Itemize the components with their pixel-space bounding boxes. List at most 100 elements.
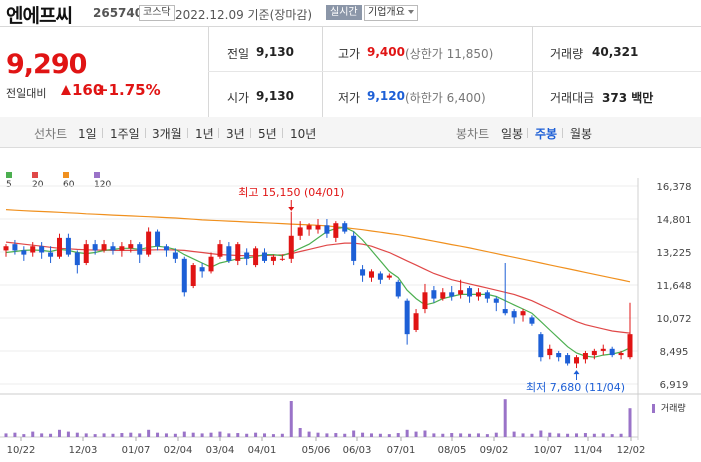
tab-divider [218,128,219,138]
volume-bar [494,432,498,437]
y-tick-label: 16,378 [657,182,692,193]
y-tick-label: 11,648 [657,281,692,292]
volume-bar [13,432,17,437]
legend-ma60: 60 [63,170,74,190]
chart-period-tabs: 선차트 1일 1주일 3개월 1년 3년 5년 10년 봉차트 일봉 주봉 월봉 [0,117,701,148]
candle-body [39,246,45,253]
candle-body [529,317,535,324]
ma5-line [5,226,631,358]
candle-body [574,357,580,364]
candle-body [556,352,562,358]
high-annotation: 최고 15,150 (04/01) [238,186,344,199]
amount-value: 373 백만 [602,91,654,105]
open-label: 시가 [227,91,250,105]
legend-ma5: 5 [6,170,15,190]
low-value: 9,120 [367,89,405,103]
chevron-down-icon [407,10,414,14]
amount-label: 거래대금 [550,91,595,105]
candle-body [484,292,490,299]
x-tick-label: 02/04 [164,445,193,456]
candle-body [262,252,268,261]
diff-percent: +1.75% [96,81,161,99]
volume-bar [459,433,463,437]
volume-bar [111,433,115,437]
volume-bar [583,433,587,437]
base-date: 2022.12.09 기준(장마감) [175,8,313,22]
volume-bar [236,433,240,437]
candle-body [146,231,152,255]
upper-limit: (상한가 11,850) [405,47,494,61]
diff-value-text: 160 [72,81,104,99]
y-tick-label: 13,225 [657,248,692,259]
legend-ma120: 120 [94,170,111,190]
y-tick-label: 6,919 [660,380,689,391]
company-info-dropdown[interactable]: 기업개요 [364,5,418,21]
price-chart[interactable]: 16,378 14,801 13,225 11,648 10,072 8,495 6,919… [0,178,701,462]
candle-body [565,355,571,364]
candle-body [368,271,374,278]
candle-body [502,309,508,314]
prev-close-value: 9,130 [256,45,294,59]
volume-bar [387,434,391,437]
volume-bar [209,432,213,437]
volume-bar [218,431,222,437]
tab-weekly[interactable]: 주봉 [535,127,558,141]
candle-body [235,244,241,261]
legend-swatch [63,171,69,178]
candle-body [3,246,9,251]
x-tick-label: 03/04 [206,445,235,456]
lower-limit: (하한가 6,400) [405,91,486,105]
volume-bar [254,432,258,437]
candle-body [137,244,143,255]
candle-body [244,252,250,259]
tab-divider [250,128,251,138]
candle-body [288,235,294,259]
volume-bar [557,433,561,437]
legend-swatch [652,404,655,413]
candle-body [48,252,54,257]
candle-body [431,290,437,299]
tab-1y[interactable]: 1년 [195,127,214,141]
volume-bar [66,431,70,437]
volume-bar [93,434,97,437]
y-tick-label: 10,072 [657,314,692,325]
tab-1w[interactable]: 1주일 [110,127,140,141]
volume-bar [75,432,79,437]
candle-body [65,237,71,255]
volume-label: 거래량 [550,47,584,61]
tab-daily[interactable]: 일봉 [501,127,524,141]
volume-bar [592,433,596,437]
tab-3m[interactable]: 3개월 [152,127,182,141]
volume-bar [441,433,445,437]
volume-bar [414,431,418,437]
x-tick-label: 05/06 [302,445,331,456]
volume-bar [628,408,632,437]
tab-1d[interactable]: 1일 [78,127,97,141]
volume-bar [476,433,480,437]
volume-bar [138,433,142,437]
volume-bar [468,433,472,437]
tab-3y[interactable]: 3년 [226,127,245,141]
volume-bar [156,432,160,437]
legend-ma20: 20 [32,170,43,190]
volume-bar [49,433,53,437]
x-tick-label: 08/05 [438,445,467,456]
candle-body [520,311,526,316]
tab-10y[interactable]: 10년 [290,127,317,141]
candle-body [92,244,98,251]
candle-body [493,298,499,303]
volume-bar [84,433,88,437]
candle-body [101,244,107,251]
tab-monthly[interactable]: 월봉 [570,127,593,141]
candle-body [199,267,205,272]
stock-name: 엔에프씨 [6,5,73,27]
volume-bar [31,431,35,437]
low-arrow-head [573,370,580,375]
realtime-button[interactable]: 실시간 [326,5,362,20]
company-info-label: 기업개요 [368,7,405,18]
x-tick-label: 12/03 [69,445,98,456]
volume-bar [40,433,44,437]
tab-5y[interactable]: 5년 [258,127,277,141]
legend-ma60-label: 60 [63,180,75,190]
stock-header: 엔에프씨 265740 코스닥 2022.12.09 기준(장마감) 실시간 기… [0,0,701,27]
